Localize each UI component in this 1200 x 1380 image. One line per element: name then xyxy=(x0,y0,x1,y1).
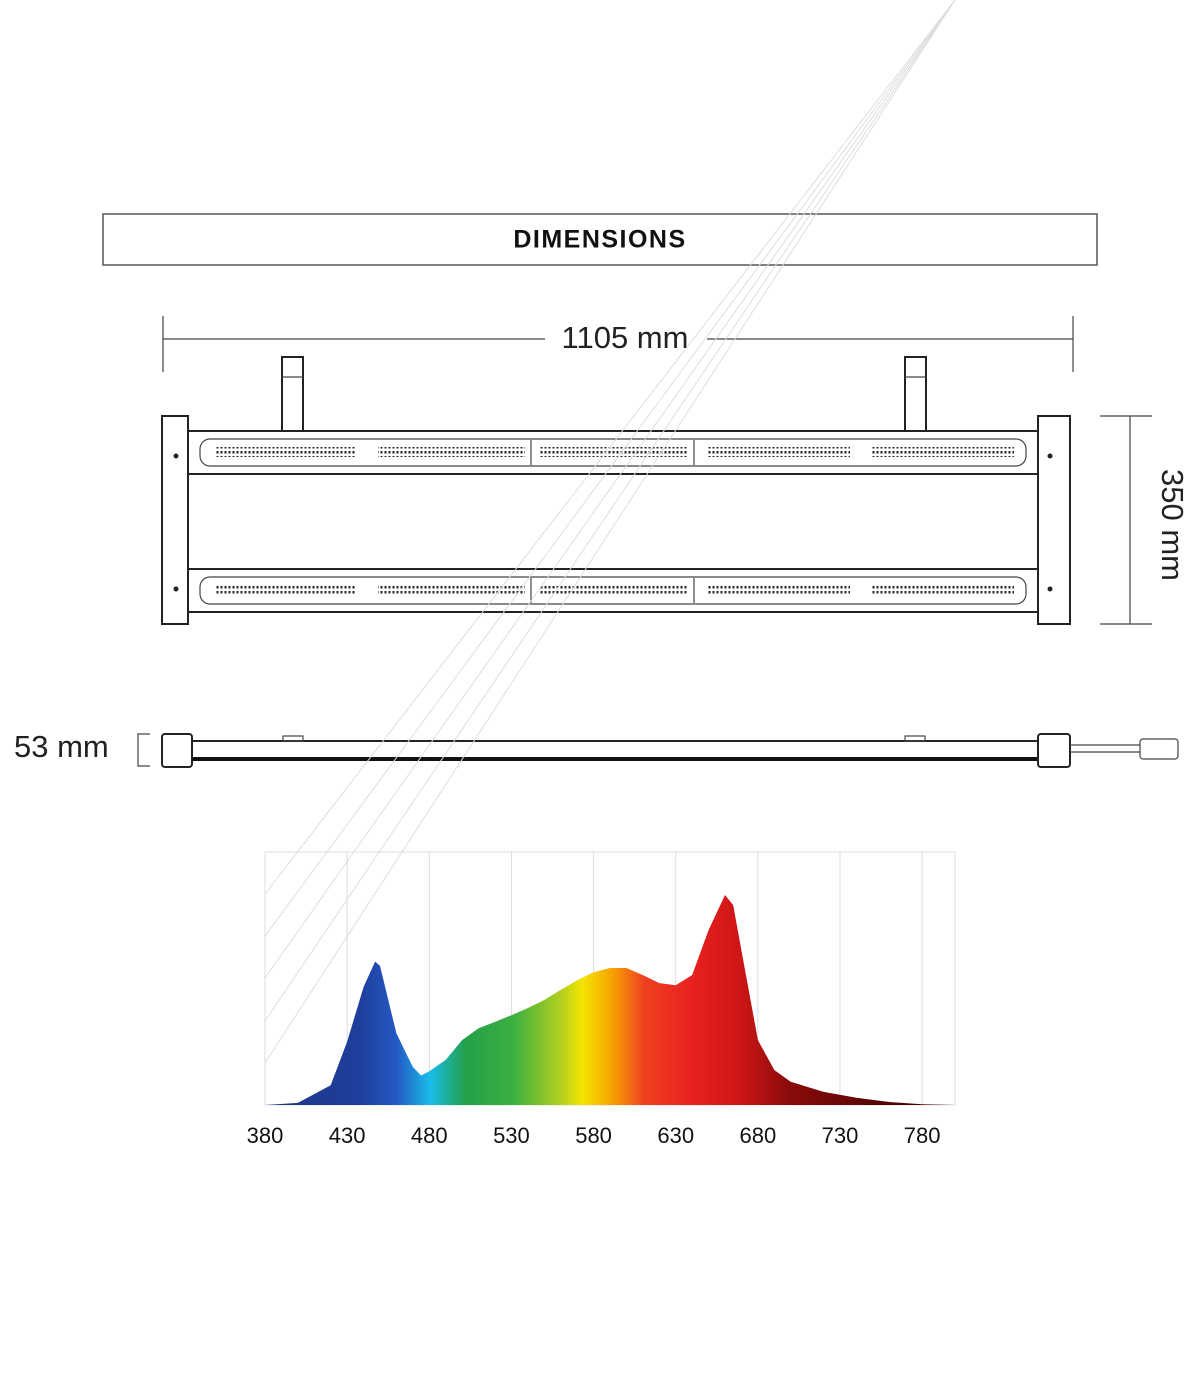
side-view xyxy=(137,733,1179,768)
length-label: 1105 mm xyxy=(562,320,689,355)
spectrum-area xyxy=(265,895,955,1105)
x-tick-label: 680 xyxy=(739,1123,776,1148)
horizontal-grid xyxy=(264,0,956,1064)
x-tick-label: 430 xyxy=(329,1123,366,1148)
x-tick-label: 780 xyxy=(904,1123,941,1148)
x-tick-label: 630 xyxy=(657,1123,694,1148)
x-tick-label: 380 xyxy=(247,1123,284,1148)
length-dimension xyxy=(162,316,1074,372)
top-view xyxy=(161,356,1071,625)
x-tick-label: 530 xyxy=(493,1123,530,1148)
x-tick-label: 580 xyxy=(575,1123,612,1148)
header-title: DIMENSIONS xyxy=(513,226,686,254)
header-box xyxy=(102,213,1098,266)
x-tick-label: 480 xyxy=(411,1123,448,1148)
width-label: 350 mm xyxy=(1155,469,1190,581)
height-label: 53 mm xyxy=(14,729,109,764)
x-tick-label: 730 xyxy=(822,1123,859,1148)
width-dimension xyxy=(1100,415,1152,625)
spectrum-chart: 380 430 480 530 580 630 680 730 780 xyxy=(247,0,956,1148)
